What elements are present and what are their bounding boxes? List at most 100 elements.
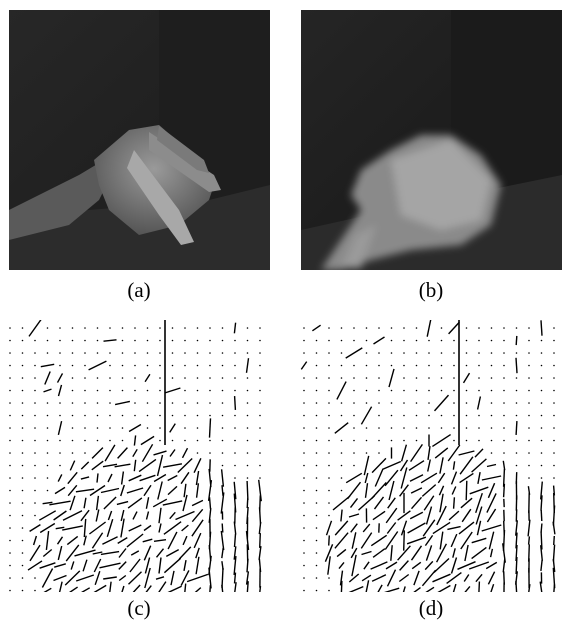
flow-needle: [528, 584, 531, 592]
flow-field-c: [9, 320, 262, 592]
flow-needle: [409, 511, 424, 520]
flow-grid-dot: [315, 389, 318, 392]
flow-grid-dot: [109, 327, 111, 329]
flow-needle: [39, 522, 56, 534]
flow-grid-dot: [328, 389, 330, 392]
flow-needle: [169, 511, 176, 520]
flow-grid-dot: [540, 452, 543, 454]
flow-needle: [118, 561, 127, 570]
flow-grid-dot: [453, 389, 455, 392]
flow-needle: [362, 523, 371, 533]
flow-grid-dot: [315, 452, 318, 454]
flow-needle: [424, 560, 434, 571]
flow-needle: [539, 581, 543, 592]
flow-needle: [459, 456, 474, 475]
flow-grid-dot: [478, 377, 480, 379]
flow-grid-dot: [259, 402, 261, 404]
flow-needle: [68, 586, 78, 592]
flow-grid-dot: [465, 339, 468, 342]
flow-grid-dot: [234, 477, 236, 479]
flow-needle: [56, 373, 64, 383]
flow-grid-dot: [209, 377, 211, 379]
flow-needle: [130, 550, 140, 556]
flow-grid-dot: [428, 402, 430, 404]
flow-grid-dot: [146, 339, 149, 342]
flow-grid-dot: [378, 364, 380, 367]
flow-grid-dot: [234, 352, 236, 354]
flow-grid-dot: [221, 402, 224, 404]
flow-grid-dot: [109, 402, 111, 404]
flow-needle: [191, 508, 204, 523]
flow-grid-dot: [503, 402, 505, 404]
flow-grid-dot: [428, 352, 430, 354]
flow-grid-dot: [315, 414, 318, 417]
flow-grid-dot: [121, 339, 124, 342]
flow-grid-dot: [21, 477, 24, 479]
flow-needle: [540, 320, 543, 336]
flow-grid-dot: [365, 327, 368, 329]
flow-needle: [195, 470, 200, 486]
flow-needle: [94, 570, 101, 586]
flow-grid-dot: [478, 327, 480, 329]
flow-grid-dot: [209, 389, 211, 392]
flow-needle: [53, 510, 67, 521]
flow-needle: [103, 496, 117, 510]
flow-grid-dot: [9, 352, 11, 354]
flow-needle: [208, 497, 212, 509]
flow-needle: [464, 585, 471, 592]
flow-needle: [145, 511, 150, 520]
flow-grid-dot: [340, 414, 343, 417]
flow-needle: [377, 584, 383, 592]
flow-needle: [152, 498, 168, 508]
flow-needle: [233, 396, 237, 410]
flow-needle: [43, 388, 52, 393]
flow-needle: [83, 518, 87, 538]
flow-grid-dot: [9, 464, 11, 467]
flow-grid-dot: [490, 414, 493, 417]
flow-grid-dot: [328, 477, 330, 479]
flow-grid-dot: [84, 377, 86, 379]
flow-grid-dot: [59, 402, 61, 404]
flow-grid-dot: [46, 464, 49, 467]
flow-grid-dot: [246, 439, 249, 442]
flow-needle: [469, 486, 489, 495]
flow-needle: [178, 546, 192, 560]
flow-needle: [490, 583, 495, 592]
flow-needle: [246, 497, 249, 509]
flow-needle: [128, 571, 142, 585]
flow-needle: [410, 444, 423, 462]
flow-grid-dot: [184, 414, 186, 417]
flow-needle: [471, 546, 487, 560]
flow-needle: [400, 444, 408, 462]
flow-grid-dot: [378, 377, 380, 379]
flow-grid-dot: [328, 452, 330, 454]
flow-grid-dot: [146, 364, 149, 367]
flow-needle: [345, 472, 363, 484]
flow-needle: [471, 537, 487, 544]
flow-needle: [27, 560, 43, 571]
flow-needle: [233, 481, 237, 500]
flow-grid-dot: [109, 377, 111, 379]
flow-grid-dot: [71, 339, 74, 342]
flow-needle: [476, 520, 482, 536]
flow-grid-dot: [259, 377, 261, 379]
flow-grid-dot: [121, 427, 124, 429]
flow-needle: [193, 458, 202, 473]
flow-needle: [421, 484, 437, 497]
flow-grid-dot: [328, 327, 330, 329]
flow-grid-dot: [528, 477, 530, 479]
flow-grid-dot: [540, 402, 543, 404]
flow-needle: [143, 545, 152, 561]
flow-needle: [386, 522, 397, 534]
flow-grid-dot: [353, 464, 355, 467]
flow-needle: [488, 531, 495, 550]
flow-needle: [67, 484, 78, 497]
flow-needle: [114, 463, 131, 468]
flow-needle: [340, 580, 343, 592]
flow-needle: [62, 525, 83, 531]
flow-grid-dot: [159, 414, 161, 417]
flow-needle: [43, 587, 52, 592]
flow-grid-dot: [340, 364, 343, 367]
flow-needle: [334, 422, 349, 434]
flow-grid-dot: [465, 327, 468, 329]
